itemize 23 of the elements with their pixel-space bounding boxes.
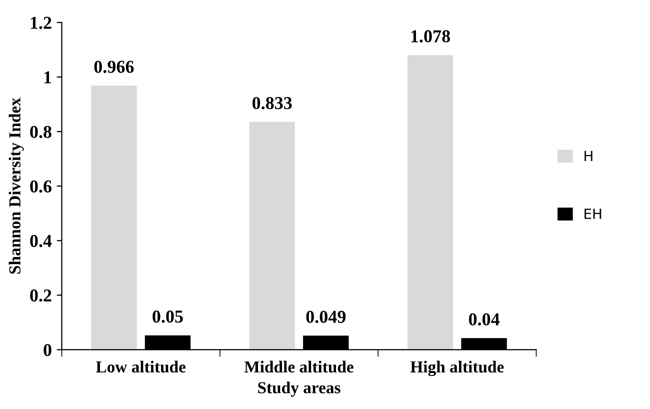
x-tick-label: High altitude bbox=[410, 360, 504, 376]
y-tick-label: 1.2 bbox=[30, 16, 52, 30]
data-label: 0.04 bbox=[468, 313, 500, 326]
data-label: 1.078 bbox=[411, 30, 450, 42]
data-label: 0.966 bbox=[94, 60, 134, 73]
y-tick-label: 0.2 bbox=[30, 289, 52, 302]
y-tick-label: 0.6 bbox=[30, 180, 52, 193]
bar bbox=[407, 55, 454, 350]
legend-label: H bbox=[584, 150, 592, 161]
y-tick-label: 1 bbox=[44, 71, 52, 84]
data-label: 0.833 bbox=[252, 96, 292, 110]
data-label: 0.05 bbox=[152, 310, 183, 323]
data-label: 0.049 bbox=[306, 310, 346, 324]
legend-label: EH bbox=[584, 208, 602, 219]
bar bbox=[249, 122, 295, 350]
x-axis-title: Study areas bbox=[258, 382, 340, 397]
y-tick-label: 0.4 bbox=[30, 234, 52, 248]
y-tick-label: 0 bbox=[44, 344, 52, 356]
y-tick-label: 0.8 bbox=[30, 126, 52, 138]
bar bbox=[91, 86, 137, 350]
x-tick-label: Middle altitude bbox=[244, 360, 354, 373]
x-tick-label: Low altitude bbox=[96, 360, 186, 373]
y-axis-title: Shannon Diversity Index bbox=[8, 98, 24, 274]
